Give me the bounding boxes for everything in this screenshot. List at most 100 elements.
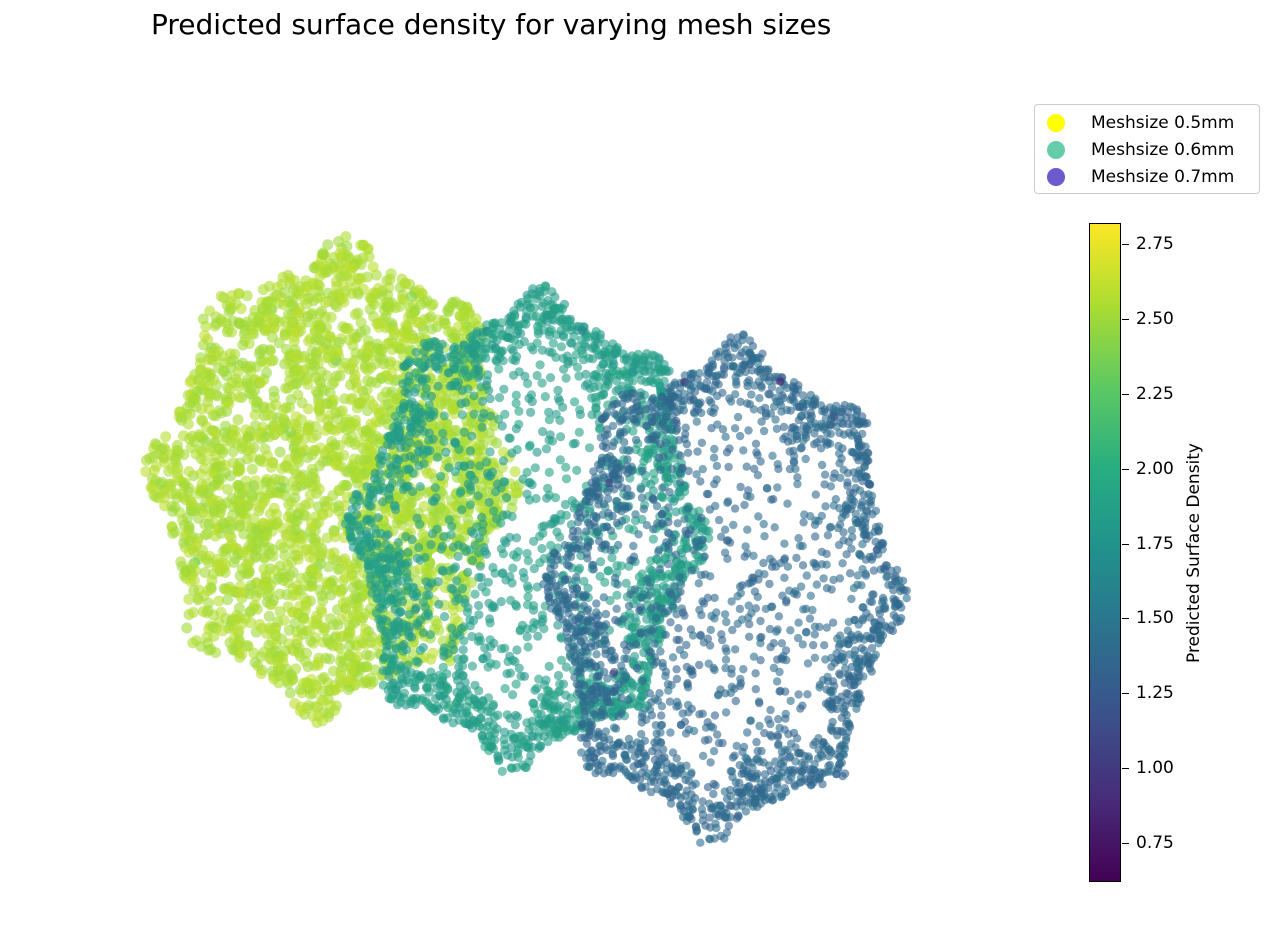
data-point [393, 456, 404, 466]
data-point [329, 439, 341, 451]
data-point [379, 626, 389, 636]
data-point [579, 576, 589, 586]
data-point [469, 391, 479, 401]
data-point [809, 640, 818, 650]
data-point [572, 465, 582, 475]
data-point [202, 585, 214, 597]
data-point [563, 356, 573, 366]
data-point [545, 430, 555, 440]
data-point [481, 549, 491, 559]
data-point [443, 326, 455, 337]
data-point [441, 447, 451, 457]
data-point [654, 353, 664, 363]
data-point [413, 440, 423, 450]
data-point [591, 335, 601, 345]
data-point [425, 630, 435, 640]
data-point [633, 349, 643, 359]
data-point [454, 540, 464, 550]
data-point [170, 488, 182, 500]
data-point [232, 414, 244, 426]
data-point [559, 332, 569, 342]
series-points-1 [140, 231, 525, 728]
data-point [401, 645, 412, 655]
data-point [317, 508, 328, 520]
data-point [661, 573, 671, 583]
data-point [528, 698, 538, 708]
data-point [367, 588, 377, 598]
data-point [295, 572, 307, 584]
data-point [257, 303, 269, 315]
data-point [282, 577, 294, 589]
data-point [262, 409, 274, 421]
data-point [403, 481, 413, 491]
data-point [803, 659, 813, 668]
data-point [355, 397, 367, 409]
data-point [190, 565, 202, 577]
data-point [609, 400, 619, 409]
data-point [523, 642, 533, 652]
data-point [404, 464, 414, 474]
data-point [287, 317, 299, 329]
data-point [269, 473, 281, 485]
data-point [455, 488, 465, 498]
data-point [148, 465, 160, 476]
data-point [222, 594, 233, 606]
data-point [486, 434, 498, 446]
data-point [395, 697, 406, 707]
data-point [421, 383, 431, 394]
data-point [414, 542, 424, 553]
data-point [589, 382, 599, 392]
data-point [514, 367, 524, 377]
data-point [384, 273, 396, 285]
data-point [223, 584, 235, 596]
data-point [587, 343, 598, 353]
data-point [337, 661, 349, 673]
data-point [575, 409, 586, 420]
data-point [457, 505, 467, 515]
data-point [470, 339, 480, 350]
data-point [485, 447, 495, 457]
data-point [302, 311, 314, 323]
data-point [380, 413, 392, 425]
data-point [640, 452, 651, 462]
data-point [331, 301, 343, 313]
data-point [306, 517, 317, 529]
data-point [251, 401, 262, 413]
data-point [533, 322, 543, 332]
data-point [195, 364, 207, 376]
data-point [574, 371, 584, 381]
data-point [453, 321, 465, 333]
data-point [292, 550, 304, 562]
data-point [301, 647, 312, 659]
data-point [304, 688, 316, 700]
data-point [444, 515, 454, 525]
data-point [671, 507, 681, 517]
data-point [319, 495, 331, 507]
data-point [537, 301, 547, 311]
data-point [270, 630, 282, 642]
data-point [526, 407, 536, 417]
data-point [347, 582, 359, 593]
data-point [413, 621, 423, 631]
data-point [652, 554, 662, 564]
data-point [140, 466, 152, 477]
data-point [501, 575, 511, 585]
data-point [483, 370, 493, 380]
data-point [386, 659, 396, 670]
data-point [485, 642, 496, 652]
data-point [279, 549, 291, 561]
data-point [420, 602, 430, 613]
data-point [547, 348, 557, 358]
data-point [574, 427, 584, 437]
data-point [245, 617, 257, 629]
data-point [222, 483, 234, 495]
data-point [437, 339, 447, 349]
data-point [494, 414, 504, 424]
data-point [433, 381, 443, 391]
data-point [421, 682, 432, 692]
data-point [273, 677, 285, 689]
data-point [426, 540, 436, 550]
data-point [388, 651, 398, 661]
data-point [406, 422, 417, 433]
data-point [448, 584, 458, 595]
